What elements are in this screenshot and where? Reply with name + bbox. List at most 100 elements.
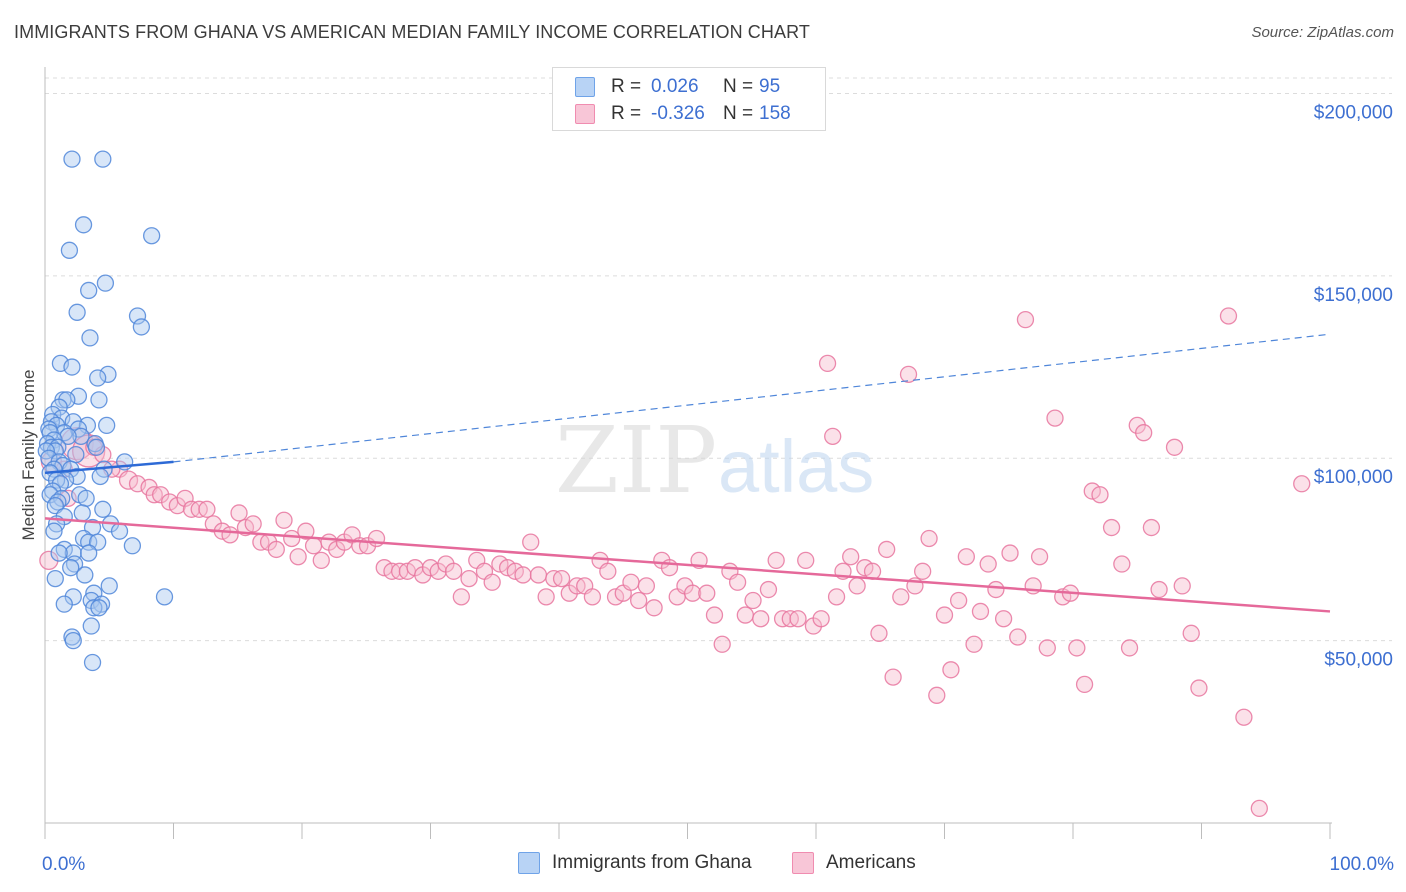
data-point (979, 555, 997, 573)
data-point (1173, 577, 1191, 595)
data-point (698, 584, 716, 602)
data-point (64, 631, 82, 650)
data-point (1135, 424, 1153, 442)
data-point (637, 577, 656, 595)
data-point (971, 602, 990, 621)
data-point (40, 449, 58, 467)
data-point (935, 606, 954, 624)
legend-n-label: N = (723, 76, 754, 97)
data-point (1142, 518, 1161, 537)
data-point (824, 427, 842, 446)
data-point (198, 500, 216, 518)
data-point (89, 369, 107, 387)
correlation-legend: R = 0.026 N = 95 R = -0.326 N = 158 (552, 67, 826, 131)
data-point (522, 533, 540, 551)
data-point (176, 489, 194, 508)
data-point (85, 599, 103, 617)
data-point (899, 365, 918, 383)
trend-lines (44, 333, 1331, 613)
data-point (1038, 639, 1056, 657)
data-point (90, 391, 108, 409)
data-point (67, 445, 85, 464)
data-point (312, 551, 330, 570)
data-point (46, 569, 64, 588)
data-point (1030, 548, 1049, 566)
data-point (683, 584, 702, 602)
data-point (705, 606, 724, 624)
trend-line-ghana (44, 460, 174, 475)
legend-swatch-americans (792, 852, 814, 874)
data-point (99, 365, 117, 383)
data-point (90, 599, 108, 617)
data-point (848, 577, 866, 595)
data-point (744, 591, 762, 610)
legend-row-americans: R = -0.326 N = 158 (575, 100, 791, 128)
data-point (244, 515, 262, 533)
data-point (143, 227, 161, 245)
legend-item-americans[interactable]: Americans (792, 852, 916, 874)
data-point (1250, 799, 1268, 818)
data-point (1068, 639, 1086, 657)
data-point (914, 562, 932, 580)
data-point (98, 416, 116, 435)
data-point (460, 569, 478, 588)
data-point (514, 566, 532, 584)
legend-r-label: R = (611, 76, 642, 97)
watermark-zip: ZIP (555, 407, 717, 514)
data-point (1009, 628, 1027, 646)
data-point (367, 529, 386, 548)
data-point (1235, 708, 1253, 726)
data-point (91, 467, 109, 486)
data-point (818, 354, 837, 373)
data-point (1165, 438, 1184, 456)
data-point (892, 588, 910, 606)
legend-n-label: N = (723, 103, 754, 124)
data-point (145, 486, 163, 504)
data-point (60, 241, 79, 259)
data-point (1293, 475, 1311, 493)
y-tick-label: $100,000 (1314, 467, 1393, 488)
legend-row-ghana: R = 0.026 N = 95 (575, 73, 780, 101)
legend-item-ghana[interactable]: Immigrants from Ghana (518, 852, 752, 874)
legend-swatch-ghana (575, 77, 595, 97)
data-point (77, 489, 95, 508)
data-point (957, 548, 975, 566)
data-point (1001, 544, 1019, 562)
data-point (59, 427, 77, 446)
data-point (1150, 580, 1168, 599)
data-point (230, 504, 248, 522)
data-point (94, 500, 112, 518)
data-point (1075, 675, 1094, 694)
data-point (63, 150, 81, 168)
data-point (267, 540, 285, 559)
data-point (1091, 486, 1109, 504)
watermark-atlas: atlas (718, 425, 874, 508)
legend-label-americans: Americans (826, 852, 916, 873)
data-point (928, 686, 946, 704)
y-axis-label: Median Family Income (19, 369, 38, 540)
data-point (789, 610, 807, 628)
data-point (827, 588, 846, 606)
y-tick-label: $150,000 (1314, 285, 1393, 306)
data-point (1120, 639, 1139, 657)
trend-line-americans (44, 517, 1331, 613)
data-point (622, 573, 640, 591)
data-point (78, 416, 97, 435)
x-tick-label-left: 0.0% (42, 854, 85, 875)
data-point (1113, 555, 1131, 573)
data-point (45, 522, 63, 540)
data-point (123, 537, 142, 555)
tick-labels: $50,000 $100,000 $150,000 $200,000 0.0% 100.0… (42, 102, 1394, 875)
data-point (118, 470, 139, 490)
data-point (50, 544, 68, 562)
y-tick-label: $50,000 (1324, 650, 1393, 671)
data-point (483, 573, 501, 591)
data-point (128, 307, 147, 325)
data-point (713, 635, 731, 653)
data-point (599, 562, 617, 580)
data-point (289, 548, 307, 566)
data-point (870, 624, 888, 642)
axes (44, 67, 1332, 839)
data-point (630, 591, 648, 610)
data-point (987, 580, 1005, 599)
